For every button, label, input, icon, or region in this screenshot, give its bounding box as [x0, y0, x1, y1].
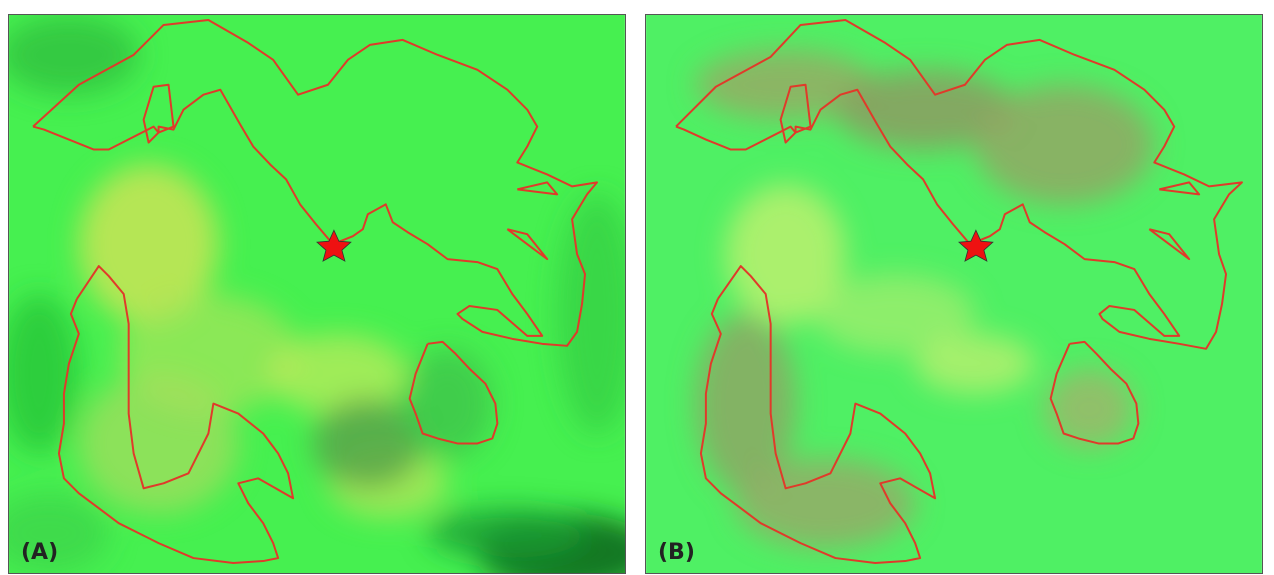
satellite-image-a — [9, 15, 625, 573]
map-panel-a: (A) — [8, 14, 626, 574]
boundary-north-a — [32, 18, 598, 347]
boundary-triangle-b2 — [1148, 228, 1191, 261]
map-panel-b: (B) — [645, 14, 1263, 574]
panel-label-b: (B) — [658, 540, 695, 565]
boundary-triangle-a1 — [517, 181, 559, 196]
boundary-north-b — [675, 18, 1243, 350]
boundary-triangle-a2 — [506, 228, 549, 261]
terrain-patches-a — [9, 15, 625, 573]
panel-label-a: (A) — [21, 540, 59, 565]
terrain-patches-b — [695, 49, 1155, 549]
location-star-marker-a — [316, 229, 352, 262]
boundary-east-patch-b — [1049, 340, 1140, 445]
boundary-south-b — [699, 265, 937, 565]
study-area-boundary-b — [675, 18, 1243, 565]
location-star-marker-b — [958, 229, 994, 262]
satellite-image-b — [646, 15, 1262, 573]
study-area-boundary-a — [32, 18, 598, 565]
boundary-triangle-b1 — [1159, 181, 1201, 196]
boundary-east-patch-a — [408, 340, 499, 445]
boundary-south-a — [57, 265, 295, 565]
